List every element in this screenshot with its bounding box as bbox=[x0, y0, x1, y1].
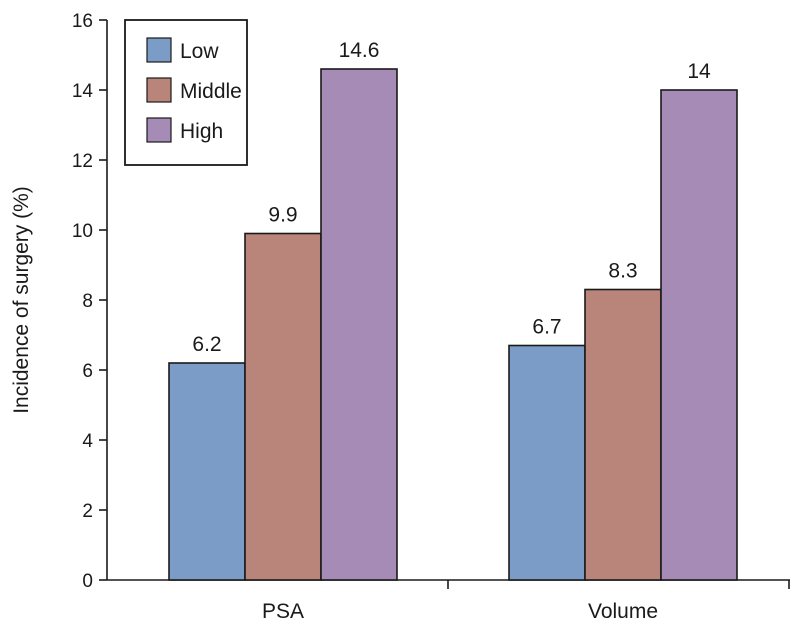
legend-box bbox=[124, 19, 248, 166]
data-label: 14 bbox=[687, 60, 711, 83]
data-label: 6.7 bbox=[532, 316, 561, 339]
y-tick-label: 0 bbox=[82, 571, 93, 592]
bar-low-volume bbox=[508, 344, 586, 581]
bars bbox=[168, 68, 738, 581]
y-tick-label: 4 bbox=[82, 431, 93, 452]
legend-swatch-low bbox=[146, 37, 172, 63]
y-ticks: 0 2 4 6 8 10 12 14 16 bbox=[72, 11, 107, 592]
legend: Low Middle High bbox=[124, 19, 248, 166]
data-label: 14.6 bbox=[339, 39, 380, 62]
x-categories: PSA Volume bbox=[262, 580, 790, 623]
bar-low-psa bbox=[168, 362, 246, 581]
legend-label: High bbox=[180, 120, 223, 143]
y-tick-label: 2 bbox=[82, 501, 93, 522]
y-tick-label: 6 bbox=[82, 361, 93, 382]
category-label: Volume bbox=[588, 600, 658, 623]
data-label: 9.9 bbox=[268, 204, 297, 227]
bar-high-psa bbox=[320, 68, 398, 581]
data-labels: 6.2 9.9 14.6 6.7 8.3 14 bbox=[192, 39, 711, 356]
y-tick-label: 10 bbox=[72, 221, 93, 242]
bar-high-volume bbox=[660, 89, 738, 581]
y-tick-label: 16 bbox=[72, 11, 93, 32]
y-tick-label: 12 bbox=[72, 151, 93, 172]
legend-label: Low bbox=[180, 40, 219, 63]
data-label: 8.3 bbox=[608, 260, 637, 283]
legend-swatch-middle bbox=[146, 77, 172, 103]
y-tick-label: 8 bbox=[82, 291, 93, 312]
bar-middle-volume bbox=[584, 288, 662, 581]
y-tick-label: 14 bbox=[72, 81, 94, 102]
legend-swatch-high bbox=[146, 117, 172, 143]
y-axis-title: Incidence of surgery (%) bbox=[10, 186, 33, 414]
category-label: PSA bbox=[262, 600, 304, 623]
data-label: 6.2 bbox=[192, 333, 221, 356]
bar-middle-psa bbox=[244, 232, 322, 581]
legend-label: Middle bbox=[180, 80, 242, 103]
